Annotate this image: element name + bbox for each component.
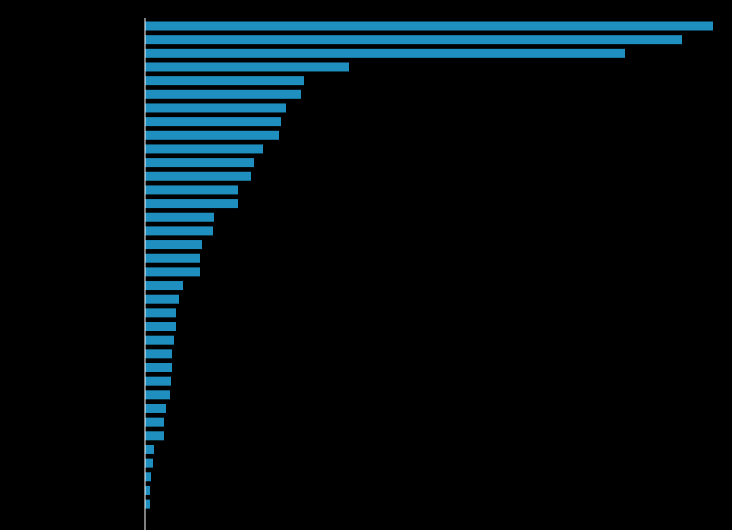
bar <box>145 158 254 168</box>
bar <box>145 212 214 222</box>
bar <box>145 226 213 236</box>
bar <box>145 130 279 140</box>
bar <box>145 35 682 45</box>
bar <box>145 308 176 318</box>
bar <box>145 253 200 263</box>
bar <box>145 117 281 127</box>
bar <box>145 281 183 291</box>
bar <box>145 89 301 99</box>
bar <box>145 403 166 413</box>
bar <box>145 431 164 441</box>
bar <box>145 335 174 345</box>
bar <box>145 485 150 495</box>
bar <box>145 62 349 72</box>
bar <box>145 376 171 386</box>
bar <box>145 322 176 332</box>
bar <box>145 103 286 113</box>
bar <box>145 240 202 250</box>
bar <box>145 76 304 86</box>
bar <box>145 390 170 400</box>
bar <box>145 294 179 304</box>
bar <box>145 21 713 31</box>
bar <box>145 199 238 209</box>
bar <box>145 417 164 427</box>
bar <box>145 458 153 468</box>
bar <box>145 144 263 154</box>
bar <box>145 363 172 372</box>
bar <box>145 444 154 454</box>
bar <box>145 349 172 359</box>
bar <box>145 48 625 58</box>
bar <box>145 267 200 277</box>
bar <box>145 499 150 509</box>
bar <box>145 171 251 181</box>
bar <box>145 472 151 482</box>
bar <box>145 185 238 195</box>
